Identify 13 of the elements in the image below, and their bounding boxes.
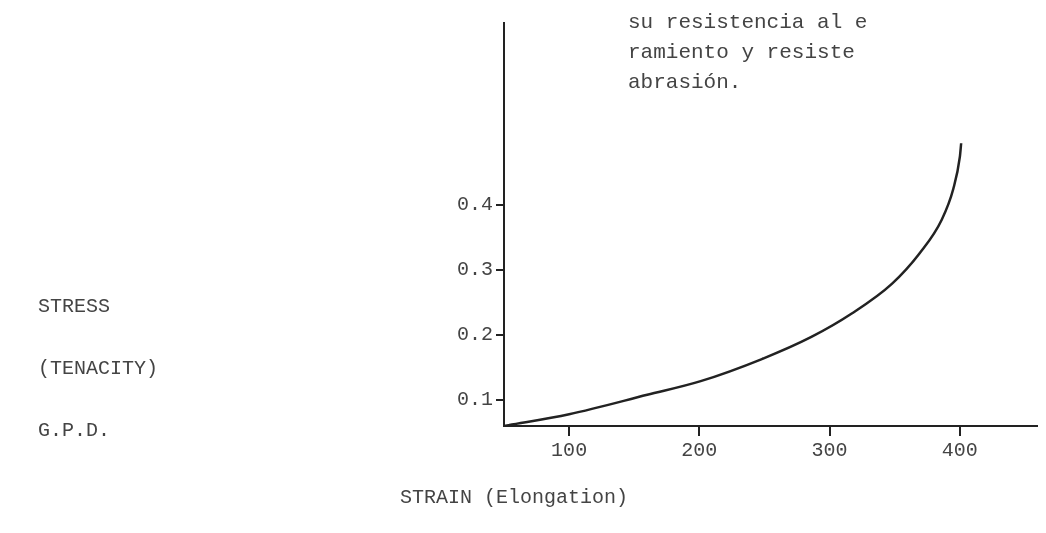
y-tick-label: 0.3: [456, 258, 493, 282]
y-tick-label: 0.4: [456, 193, 493, 217]
y-tick-label: 0.1: [456, 388, 493, 412]
x-tick-label: 200: [681, 439, 718, 463]
annotation: su resistencia al e: [628, 10, 868, 36]
x-tick-label: 100: [551, 439, 588, 463]
annotation: abrasión.: [628, 70, 743, 96]
annotation: ramiento y resiste: [628, 40, 856, 66]
x-axis-title: STRAIN (Elongation): [400, 486, 629, 509]
y-tick-label: 0.2: [456, 323, 493, 347]
text: STRESS (TENACITY) G.P.D.: [38, 295, 159, 442]
x-tick-label: 400: [941, 439, 978, 463]
x-tick-label: 300: [811, 439, 848, 463]
